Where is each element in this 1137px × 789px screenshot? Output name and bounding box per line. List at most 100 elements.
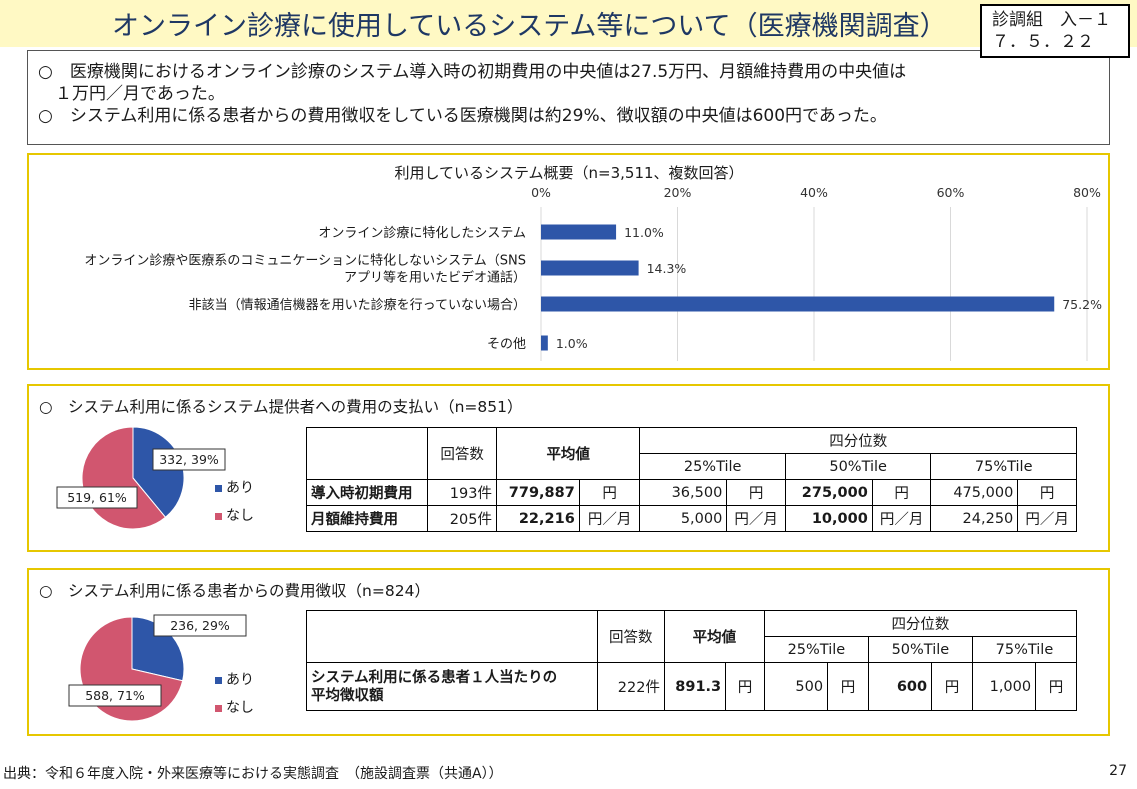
bar-value-label: 14.3% bbox=[647, 261, 687, 276]
legend-label-no: なし bbox=[226, 508, 254, 524]
x-tick-label: 60% bbox=[937, 185, 965, 200]
row-mean-unit: 円 bbox=[725, 662, 765, 711]
legend-label-yes: あり bbox=[226, 672, 254, 688]
summary-line-1: ○ 医療機関におけるオンライン診療のシステム導入時の初期費用の中央値は27.5万… bbox=[38, 62, 907, 82]
row-q25: 500 bbox=[763, 662, 829, 711]
table-corner bbox=[306, 610, 598, 663]
row-q25-unit: 円 bbox=[827, 662, 869, 711]
system-overview-bar-chart: 利用しているシステム概要（n=3,511、複数回答） 0% 20% 40% 60% 80%… bbox=[84, 164, 1102, 361]
legend-swatch-yes bbox=[215, 676, 222, 684]
row-q50: 10,000 bbox=[784, 505, 873, 532]
row-q50-unit: 円 bbox=[871, 479, 932, 506]
header-count: 回答数 bbox=[427, 427, 497, 480]
patient-fee-title: ○ システム利用に係る患者からの費用徴収（n=824） bbox=[39, 582, 430, 600]
legend-label-no: なし bbox=[226, 700, 254, 716]
header-q25: 25%Tile bbox=[639, 453, 786, 480]
legend-item-no: なし bbox=[215, 502, 254, 530]
header-q50: 50%Tile bbox=[867, 636, 973, 663]
category-label: 非該当（情報通信機器を用いた診療を行っていない場合） bbox=[189, 297, 526, 313]
category-label: アプリ等を用いたビデオ通話） bbox=[344, 270, 526, 286]
x-tick-label: 20% bbox=[664, 185, 692, 200]
provider-payment-table: 回答数 平均値 四分位数 25%Tile 50%Tile 75%Tile 導入時… bbox=[305, 427, 1077, 532]
pie-slice-label: 519, 61% bbox=[67, 490, 127, 505]
header-quartile: 四分位数 bbox=[763, 610, 1078, 637]
provider-payment-pie-chart: 332, 39% 519, 61% bbox=[56, 426, 226, 530]
x-tick-label: 80% bbox=[1073, 185, 1101, 200]
row-mean-unit: 円 bbox=[578, 479, 641, 506]
legend-swatch-yes bbox=[215, 484, 222, 492]
provider-payment-panel: ○ システム利用に係るシステム提供者への費用の支払い（n=851） 332, 3… bbox=[27, 384, 1110, 552]
row-label: 月額維持費用 bbox=[305, 505, 429, 532]
bar-chart-title: 利用しているシステム概要（n=3,511、複数回答） bbox=[394, 164, 743, 182]
table-row: 導入時初期費用 193件 779,887 円 36,500 円 275,000 … bbox=[305, 479, 1077, 506]
header-count: 回答数 bbox=[596, 610, 665, 663]
header-quartile: 四分位数 bbox=[639, 427, 1077, 454]
row-q50: 275,000 bbox=[784, 479, 873, 506]
legend-item-no: なし bbox=[215, 694, 254, 722]
reference-box: 診調組 入－１ ７．５．２２ bbox=[980, 4, 1130, 58]
row-q75-unit: 円 bbox=[1035, 662, 1077, 711]
page-number: 27 bbox=[1109, 763, 1127, 779]
row-count: 205件 bbox=[427, 505, 497, 532]
summary-box: ○ 医療機関におけるオンライン診療のシステム導入時の初期費用の中央値は27.5万… bbox=[27, 50, 1110, 145]
bar bbox=[541, 260, 639, 276]
table-row: 月額維持費用 205件 22,216 円／月 5,000 円／月 10,000 … bbox=[305, 505, 1077, 532]
header-q25: 25%Tile bbox=[763, 636, 869, 663]
bar-value-label: 75.2% bbox=[1062, 297, 1102, 312]
row-q75: 475,000 bbox=[930, 479, 1019, 506]
category-label: オンライン診療に特化したシステム bbox=[318, 225, 526, 241]
page-title: オンライン診療に使用しているシステム等について（医療機関調査） bbox=[112, 11, 947, 42]
pie-label-box bbox=[153, 614, 247, 637]
row-q75-unit: 円 bbox=[1017, 479, 1077, 506]
summary-line-2: １万円／月であった。 bbox=[38, 84, 225, 104]
table-subheader-row: 25%Tile 50%Tile 75%Tile bbox=[307, 453, 1077, 480]
pie-slice-label: 236, 29% bbox=[170, 618, 230, 633]
table-corner bbox=[305, 427, 429, 480]
pie-slice-label: 588, 71% bbox=[85, 688, 145, 703]
bar-value-label: 11.0% bbox=[624, 225, 664, 240]
patient-fee-pie-chart: 236, 29% 588, 71% bbox=[68, 614, 247, 722]
pie-label-box bbox=[152, 448, 226, 471]
x-tick-label: 0% bbox=[531, 185, 551, 200]
header-mean: 平均値 bbox=[663, 610, 765, 663]
header-mean: 平均値 bbox=[495, 427, 641, 480]
header-q75: 75%Tile bbox=[971, 636, 1078, 663]
table-header-row: 回答数 平均値 四分位数 bbox=[305, 427, 1077, 480]
row-q50: 600 bbox=[867, 662, 933, 711]
legend-swatch-no bbox=[215, 704, 222, 712]
patient-fee-table: 回答数 平均値 四分位数 25%Tile 50%Tile 75%Tile システ… bbox=[306, 610, 1078, 711]
legend-swatch-no bbox=[215, 512, 222, 520]
row-mean: 22,216 bbox=[495, 505, 580, 532]
legend-item-yes: あり bbox=[215, 474, 254, 502]
ref-line-2: ７．５．２２ bbox=[992, 32, 1094, 52]
header-q50: 50%Tile bbox=[784, 453, 932, 480]
row-label: 導入時初期費用 bbox=[305, 479, 429, 506]
row-label: システム利用に係る患者１人当たりの 平均徴収額 bbox=[306, 662, 598, 711]
title-bar: オンライン診療に使用しているシステム等について（医療機関調査） bbox=[0, 0, 1137, 47]
pie-slice-label: 332, 39% bbox=[159, 452, 219, 467]
ref-line-1: 診調組 入－１ bbox=[992, 10, 1111, 30]
row-count: 222件 bbox=[596, 662, 665, 711]
summary-line-3: ○ システム利用に係る患者からの費用徴収をしている医療機関は約29%、徴収額の中… bbox=[38, 106, 887, 126]
row-q75: 24,250 bbox=[930, 505, 1019, 532]
header-q75: 75%Tile bbox=[930, 453, 1077, 480]
row-q25-unit: 円 bbox=[726, 479, 786, 506]
category-label: その他 bbox=[487, 337, 526, 352]
table-row: システム利用に係る患者１人当たりの 平均徴収額 222件 891.3 円 500 … bbox=[306, 662, 1077, 711]
row-q75: 1,000 bbox=[971, 662, 1037, 711]
row-q25: 5,000 bbox=[639, 505, 728, 532]
bar bbox=[541, 296, 1055, 312]
pie-slice-yes bbox=[131, 616, 185, 682]
bar bbox=[541, 335, 548, 351]
row-q50-unit: 円／月 bbox=[871, 505, 932, 532]
bar bbox=[541, 224, 617, 240]
row-mean: 779,887 bbox=[495, 479, 580, 506]
row-mean: 891.3 bbox=[663, 662, 727, 711]
patient-fee-panel: ○ システム利用に係る患者からの費用徴収（n=824） 236, 29% 588,… bbox=[27, 568, 1110, 736]
x-tick-label: 40% bbox=[800, 185, 828, 200]
bar-value-label: 1.0% bbox=[556, 336, 588, 351]
system-overview-panel: 利用しているシステム概要（n=3,511、複数回答） 0% 20% 40% 60% 80%… bbox=[27, 153, 1110, 370]
category-label: オンライン診療や医療系のコミュニケーションに特化しないシステム（SNS bbox=[84, 253, 526, 269]
row-q50-unit: 円 bbox=[931, 662, 973, 711]
provider-payment-title: ○ システム利用に係るシステム提供者への費用の支払い（n=851） bbox=[39, 398, 523, 416]
